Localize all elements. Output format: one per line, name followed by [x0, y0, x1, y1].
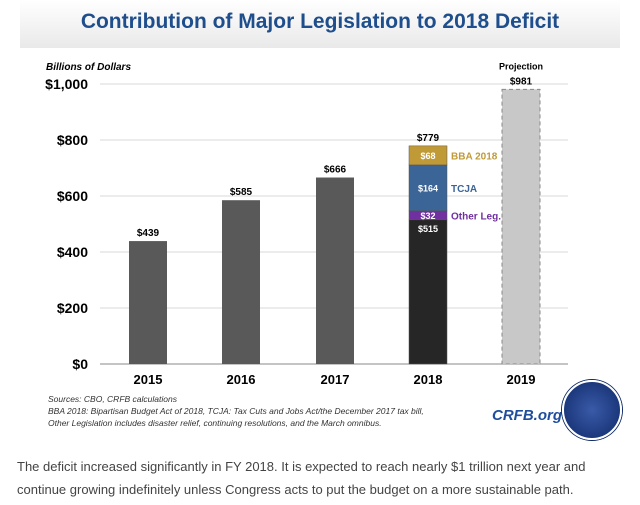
total-label: $585: [230, 187, 253, 198]
total-label: $666: [324, 165, 347, 176]
x-tick-label: 2017: [321, 372, 350, 387]
capitol-seal-logo: [562, 380, 622, 440]
total-label: $439: [137, 228, 160, 239]
y-tick-label: $400: [57, 244, 88, 260]
caption-text: The deficit increased significantly in F…: [17, 459, 586, 497]
segment-label: $32: [420, 211, 435, 221]
segment-legend: TCJA: [451, 184, 477, 195]
bar: [222, 200, 260, 364]
segment-label: $68: [420, 151, 435, 161]
chart: Billions of Dollars $0 $200 $400 $600 $800 $1,…: [45, 61, 568, 387]
segment-label: $164: [418, 183, 438, 193]
sources-note: Sources: CBO, CRFB calculations: [48, 394, 177, 404]
y-tick-label: $800: [57, 132, 88, 148]
bar-segment-tcja: [408, 164, 448, 212]
x-tick-label: 2019: [507, 372, 536, 387]
segment-legend: Other Leg.: [451, 211, 501, 222]
bar-segment-base: [408, 219, 448, 365]
bar-projection: [501, 88, 541, 365]
y-tick-label: $200: [57, 300, 88, 316]
y-tick-label: $600: [57, 188, 88, 204]
y-axis-label: Billions of Dollars: [46, 62, 131, 73]
chart-notes: Sources: CBO, CRFB calculations BBA 2018…: [48, 393, 424, 429]
bar: [129, 241, 167, 364]
segment-label: $515: [418, 224, 438, 234]
total-label: $981: [510, 76, 533, 87]
total-label: $779: [417, 133, 440, 144]
crfb-brand: CRFB.org: [492, 407, 562, 424]
x-tick-label: 2018: [414, 372, 443, 387]
x-tick-label: 2016: [227, 372, 256, 387]
abbrev-note: BBA 2018: Bipartisan Budget Act of 2018,…: [48, 406, 424, 416]
y-tick-label: $1,000: [45, 76, 88, 92]
bar-segment-bba-2018: [408, 145, 448, 166]
segment-legend: BBA 2018: [451, 151, 498, 162]
y-tick-label: $0: [72, 356, 88, 372]
bar: [316, 177, 354, 364]
title-band: [20, 0, 620, 48]
other-leg-note: Other Legislation includes disaster reli…: [48, 418, 382, 428]
x-tick-label: 2015: [134, 372, 163, 387]
chart-title: Contribution of Major Legislation to 201…: [80, 10, 560, 33]
projection-label: Projection: [499, 61, 543, 71]
